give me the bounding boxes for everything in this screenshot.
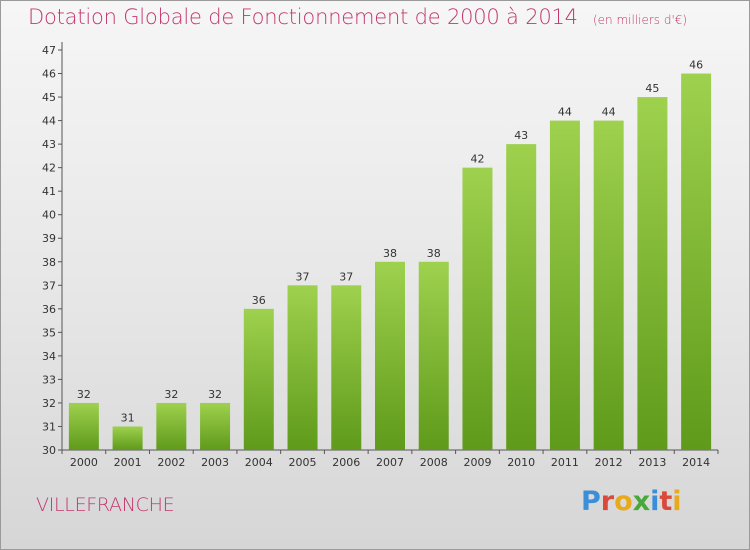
logo-letter: i — [650, 486, 660, 517]
x-tick-label: 2014 — [682, 456, 710, 469]
bar-2005 — [287, 285, 318, 450]
logo-letter: t — [659, 486, 673, 517]
bar-2011 — [549, 120, 580, 451]
y-tick-label: 39 — [42, 232, 56, 245]
y-tick-label: 41 — [42, 185, 56, 198]
bar-2000 — [68, 402, 99, 450]
value-label: 43 — [514, 129, 528, 142]
value-label: 32 — [164, 388, 178, 401]
bar-2002 — [156, 402, 187, 450]
value-label: 38 — [427, 247, 441, 260]
logo-letter: r — [600, 486, 615, 517]
x-tick-label: 2013 — [638, 456, 666, 469]
x-tick-label: 2005 — [289, 456, 317, 469]
bar-2007 — [375, 261, 405, 450]
value-label: 45 — [645, 82, 659, 95]
bar-2012 — [593, 120, 624, 451]
x-tick-label: 2000 — [70, 456, 98, 469]
x-tick-label: 2012 — [595, 456, 623, 469]
x-tick-label: 2010 — [507, 456, 535, 469]
chart-unit: (en milliers d'€) — [592, 13, 688, 27]
chart-title: Dotation Globale de Fonctionnement de 20… — [28, 5, 578, 29]
x-tick-label: 2002 — [157, 456, 185, 469]
y-tick-label: 45 — [42, 91, 56, 104]
x-tick-label: 2008 — [420, 456, 448, 469]
y-tick-label: 33 — [42, 373, 56, 386]
value-label: 32 — [208, 388, 222, 401]
x-tick-label: 2009 — [463, 456, 491, 469]
value-label: 37 — [296, 270, 310, 283]
x-tick-label: 2003 — [201, 456, 229, 469]
y-tick-label: 43 — [42, 138, 56, 151]
logo-letter: x — [632, 486, 651, 517]
value-label: 38 — [383, 247, 397, 260]
value-label: 44 — [602, 106, 616, 119]
bars: 32 31 32 32 36 37 37 38 38 42 43 44 44 45 46 — [68, 59, 712, 451]
bar-2008 — [418, 261, 449, 450]
bar-2003 — [200, 402, 231, 450]
bar-2004 — [243, 308, 274, 450]
bar-2006 — [331, 285, 362, 450]
proxiti-logo: Proxiti — [581, 486, 682, 517]
x-tick-label: 2006 — [332, 456, 360, 469]
value-label: 42 — [470, 153, 484, 166]
value-label: 36 — [252, 294, 266, 307]
bar-2001 — [112, 426, 143, 450]
y-tick-label: 34 — [42, 350, 56, 363]
bar-2014 — [681, 73, 712, 450]
y-tick-label: 44 — [42, 115, 56, 128]
value-label: 44 — [558, 106, 572, 119]
y-tick-label: 38 — [42, 256, 56, 269]
x-tick-label: 2004 — [245, 456, 273, 469]
y-tick-label: 40 — [42, 209, 56, 222]
y-tick-label: 46 — [42, 68, 56, 81]
x-tick-label: 2007 — [376, 456, 404, 469]
bar-2009 — [462, 167, 493, 450]
y-tick-label: 31 — [42, 420, 56, 433]
logo-letter: P — [581, 486, 601, 517]
bar-2010 — [506, 144, 537, 450]
value-label: 32 — [77, 388, 91, 401]
y-tick-label: 42 — [42, 162, 56, 175]
bar-2013 — [637, 97, 668, 450]
y-tick-label: 30 — [42, 444, 56, 457]
value-label: 37 — [339, 270, 353, 283]
logo-letter: o — [614, 486, 633, 517]
y-tick-label: 32 — [42, 397, 56, 410]
chart-title-block: Dotation Globale de Fonctionnement de 20… — [28, 5, 687, 39]
logo-letter: i — [672, 486, 682, 517]
commune-name: VILLEFRANCHE — [36, 494, 175, 516]
y-tick-label: 37 — [42, 279, 56, 292]
x-tick-label: 2011 — [551, 456, 579, 469]
value-label: 46 — [689, 59, 703, 72]
x-tick-label: 2001 — [114, 456, 142, 469]
value-label: 31 — [121, 411, 135, 424]
y-tick-label: 35 — [42, 326, 56, 339]
y-tick-label: 36 — [42, 303, 56, 316]
y-tick-label: 47 — [42, 44, 56, 57]
